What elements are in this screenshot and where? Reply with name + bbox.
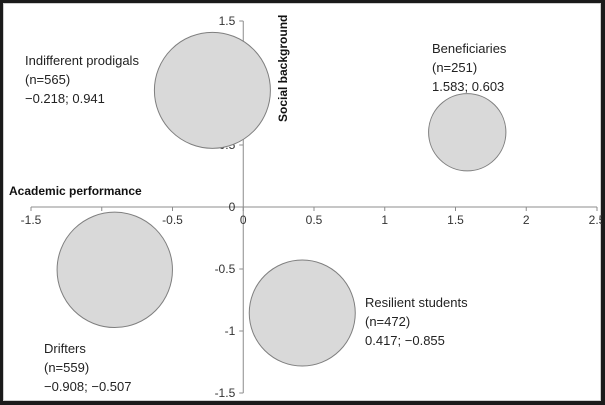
x-tick-label: 0.5 (306, 213, 323, 227)
x-tick-label: 2.5 (589, 213, 602, 227)
bubble-drifters (56, 211, 173, 329)
x-tick-label: -0.5 (162, 213, 183, 227)
bubbles (56, 31, 507, 367)
annotation-line1: Drifters (44, 341, 86, 356)
x-tick-label: 1.5 (447, 213, 464, 227)
chart-frame: -1.5-1-0.500.511.522.5 1.510.50-0.5-1-1.… (3, 3, 602, 401)
annotation-line2: (n=472) (365, 314, 410, 329)
annotation-line1: Indifferent prodigals (25, 53, 139, 68)
x-tick-label: -1.5 (21, 213, 42, 227)
annotation-line1: Resilient students (365, 295, 468, 310)
x-tick-label: 2 (523, 213, 530, 227)
x-tick-label: 0 (240, 213, 247, 227)
annotation-line2: (n=565) (25, 72, 70, 87)
annotation-indifferent-prodigals: Indifferent prodigals (n=565) −0.218; 0.94… (25, 53, 139, 106)
annotation-line3: −0.908; −0.507 (44, 379, 131, 394)
y-axis-label: Social background (276, 15, 290, 122)
annotation-resilient-students: Resilient students (n=472) 0.417; −0.855 (365, 295, 468, 348)
annotations: Indifferent prodigals (n=565) −0.218; 0.94… (25, 41, 507, 394)
annotation-line2: (n=251) (432, 60, 477, 75)
annotation-line2: (n=559) (44, 360, 89, 375)
annotation-line3: −0.218; 0.941 (25, 91, 105, 106)
annotation-line3: 0.417; −0.855 (365, 333, 445, 348)
y-tick-label: 1.5 (219, 14, 236, 28)
annotation-beneficiaries: Beneficiaries (n=251) 1.583; 0.603 (432, 41, 507, 94)
y-tick-label: 0 (229, 200, 236, 214)
y-tick-label: -1.5 (215, 386, 236, 400)
x-tick-label: 1 (381, 213, 388, 227)
annotation-drifters: Drifters (n=559) −0.908; −0.507 (44, 341, 131, 394)
bubble-chart: -1.5-1-0.500.511.522.5 1.510.50-0.5-1-1.… (9, 14, 602, 400)
y-tick-label: -1 (225, 324, 236, 338)
x-axis-label: Academic performance (9, 184, 142, 198)
annotation-line1: Beneficiaries (432, 41, 507, 56)
bubble-beneficiaries (428, 93, 507, 172)
annotation-line3: 1.583; 0.603 (432, 79, 504, 94)
bubble-resilient-students (248, 259, 356, 367)
bubble-indifferent-prodigals (153, 31, 271, 149)
y-tick-label: -0.5 (215, 262, 236, 276)
